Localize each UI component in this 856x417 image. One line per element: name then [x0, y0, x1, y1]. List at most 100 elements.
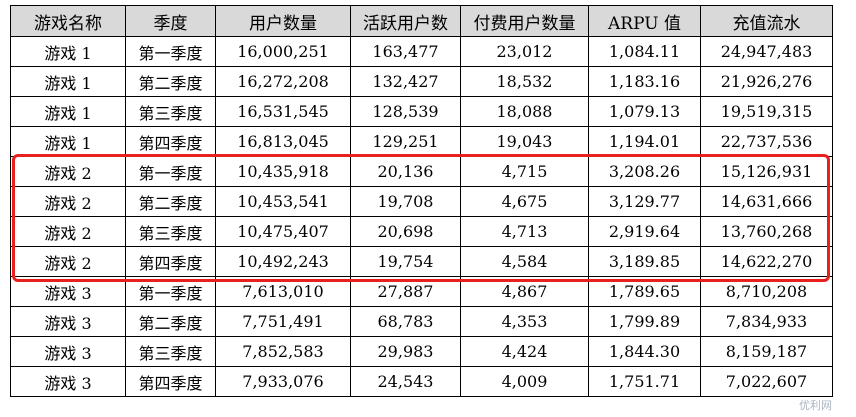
- cell-paying-users: 4,675: [460, 186, 589, 217]
- header-arpu: ARPU 值: [588, 5, 701, 37]
- cell-active-users: 19,708: [350, 186, 461, 217]
- cell-revenue: 8,710,208: [700, 276, 833, 307]
- cell-active-users: 20,698: [350, 216, 461, 247]
- cell-arpu: 1,799.89: [588, 306, 701, 337]
- cell-user-count: 10,435,918: [215, 156, 351, 187]
- cell-game-name: 游戏 2: [10, 156, 126, 187]
- cell-user-count: 16,813,045: [215, 126, 351, 157]
- cell-game-name: 游戏 2: [10, 216, 126, 247]
- cell-paying-users: 18,532: [460, 66, 589, 97]
- cell-active-users: 29,983: [350, 336, 461, 367]
- cell-active-users: 24,543: [350, 366, 461, 397]
- table-row: 游戏 2 第三季度 10,475,407 20,698 4,713 2,919.64 13,…: [10, 216, 833, 247]
- cell-revenue: 7,834,933: [700, 306, 833, 337]
- cell-game-name: 游戏 3: [10, 276, 126, 307]
- header-paying-users: 付费用户数量: [460, 5, 589, 37]
- cell-quarter: 第四季度: [125, 246, 216, 277]
- table-row: 游戏 1 第三季度 16,531,545 128,539 18,088 1,079.13 1…: [10, 96, 833, 127]
- header-game-name: 游戏名称: [10, 5, 126, 37]
- cell-paying-users: 4,713: [460, 216, 589, 247]
- cell-arpu: 3,129.77: [588, 186, 701, 217]
- watermark-logo: 优利网: [799, 399, 832, 412]
- cell-game-name: 游戏 3: [10, 306, 126, 337]
- cell-active-users: 163,477: [350, 36, 461, 67]
- table-row: 游戏 2 第一季度 10,435,918 20,136 4,715 3,208.26 15,…: [10, 156, 833, 187]
- cell-user-count: 16,531,545: [215, 96, 351, 127]
- cell-game-name: 游戏 1: [10, 126, 126, 157]
- cell-revenue: 22,737,536: [700, 126, 833, 157]
- cell-revenue: 21,926,276: [700, 66, 833, 97]
- cell-active-users: 68,783: [350, 306, 461, 337]
- cell-revenue: 24,947,483: [700, 36, 833, 67]
- table-row: 游戏 3 第四季度 7,933,076 24,543 4,009 1,751.71 7,02…: [10, 366, 833, 397]
- table-row: 游戏 2 第二季度 10,453,541 19,708 4,675 3,129.77 14,…: [10, 186, 833, 217]
- cell-active-users: 27,887: [350, 276, 461, 307]
- table-row: 游戏 3 第一季度 7,613,010 27,887 4,867 1,789.65 8,71…: [10, 276, 833, 307]
- cell-user-count: 7,751,491: [215, 306, 351, 337]
- cell-arpu: 3,208.26: [588, 156, 701, 187]
- table-row: 游戏 1 第四季度 16,813,045 129,251 19,043 1,194.01 2…: [10, 126, 833, 157]
- table-row: 游戏 1 第一季度 16,000,251 163,477 23,012 1,084.11 2…: [10, 36, 833, 67]
- cell-game-name: 游戏 2: [10, 186, 126, 217]
- cell-user-count: 10,453,541: [215, 186, 351, 217]
- cell-quarter: 第四季度: [125, 366, 216, 397]
- header-active-users: 活跃用户数: [350, 5, 461, 37]
- cell-paying-users: 23,012: [460, 36, 589, 67]
- cell-game-name: 游戏 3: [10, 336, 126, 367]
- cell-quarter: 第三季度: [125, 216, 216, 247]
- cell-game-name: 游戏 3: [10, 366, 126, 397]
- cell-paying-users: 4,715: [460, 156, 589, 187]
- table-row: 游戏 3 第三季度 7,852,583 29,983 4,424 1,844.30 8,15…: [10, 336, 833, 367]
- cell-active-users: 132,427: [350, 66, 461, 97]
- data-table-container: 游戏名称 季度 用户数量 活跃用户数 付费用户数量 ARPU 值充值流水 游戏 1 第一季度…: [10, 5, 833, 397]
- cell-quarter: 第二季度: [125, 306, 216, 337]
- cell-game-name: 游戏 2: [10, 246, 126, 277]
- cell-revenue: 8,159,187: [700, 336, 833, 367]
- cell-quarter: 第一季度: [125, 156, 216, 187]
- cell-revenue: 15,126,931: [700, 156, 833, 187]
- table-row: 游戏 2 第四季度 10,492,243 19,754 4,584 3,189.85 14,…: [10, 246, 833, 277]
- game-quarterly-data-table: 游戏名称 季度 用户数量 活跃用户数 付费用户数量 ARPU 值充值流水 游戏 1 第一季度…: [10, 5, 833, 397]
- cell-paying-users: 18,088: [460, 96, 589, 127]
- cell-game-name: 游戏 1: [10, 36, 126, 67]
- table-header-row: 游戏名称 季度 用户数量 活跃用户数 付费用户数量 ARPU 值充值流水: [10, 5, 833, 37]
- cell-quarter: 第一季度: [125, 276, 216, 307]
- cell-paying-users: 4,867: [460, 276, 589, 307]
- cell-arpu: 1,789.65: [588, 276, 701, 307]
- cell-arpu: 3,189.85: [588, 246, 701, 277]
- cell-user-count: 10,492,243: [215, 246, 351, 277]
- cell-user-count: 7,852,583: [215, 336, 351, 367]
- cell-quarter: 第一季度: [125, 36, 216, 67]
- cell-arpu: 2,919.64: [588, 216, 701, 247]
- cell-revenue: 14,622,270: [700, 246, 833, 277]
- cell-arpu: 1,844.30: [588, 336, 701, 367]
- cell-active-users: 129,251: [350, 126, 461, 157]
- header-revenue: 充值流水: [700, 5, 833, 37]
- cell-revenue: 13,760,268: [700, 216, 833, 247]
- cell-active-users: 20,136: [350, 156, 461, 187]
- cell-arpu: 1,751.71: [588, 366, 701, 397]
- header-quarter: 季度: [125, 5, 216, 37]
- cell-user-count: 16,272,208: [215, 66, 351, 97]
- cell-quarter: 第二季度: [125, 66, 216, 97]
- cell-revenue: 19,519,315: [700, 96, 833, 127]
- cell-quarter: 第四季度: [125, 126, 216, 157]
- cell-arpu: 1,079.13: [588, 96, 701, 127]
- cell-paying-users: 4,424: [460, 336, 589, 367]
- cell-game-name: 游戏 1: [10, 96, 126, 127]
- cell-arpu: 1,183.16: [588, 66, 701, 97]
- cell-user-count: 7,933,076: [215, 366, 351, 397]
- table-body: 游戏 1 第一季度 16,000,251 163,477 23,012 1,084.11 2…: [10, 36, 833, 397]
- cell-user-count: 10,475,407: [215, 216, 351, 247]
- table-row: 游戏 1 第二季度 16,272,208 132,427 18,532 1,183.16 2…: [10, 66, 833, 97]
- header-user-count: 用户数量: [215, 5, 351, 37]
- cell-paying-users: 4,009: [460, 366, 589, 397]
- cell-revenue: 7,022,607: [700, 366, 833, 397]
- cell-quarter: 第三季度: [125, 96, 216, 127]
- cell-arpu: 1,084.11: [588, 36, 701, 67]
- cell-quarter: 第三季度: [125, 336, 216, 367]
- cell-paying-users: 4,584: [460, 246, 589, 277]
- cell-active-users: 19,754: [350, 246, 461, 277]
- table-row: 游戏 3 第二季度 7,751,491 68,783 4,353 1,799.89 7,83…: [10, 306, 833, 337]
- cell-user-count: 16,000,251: [215, 36, 351, 67]
